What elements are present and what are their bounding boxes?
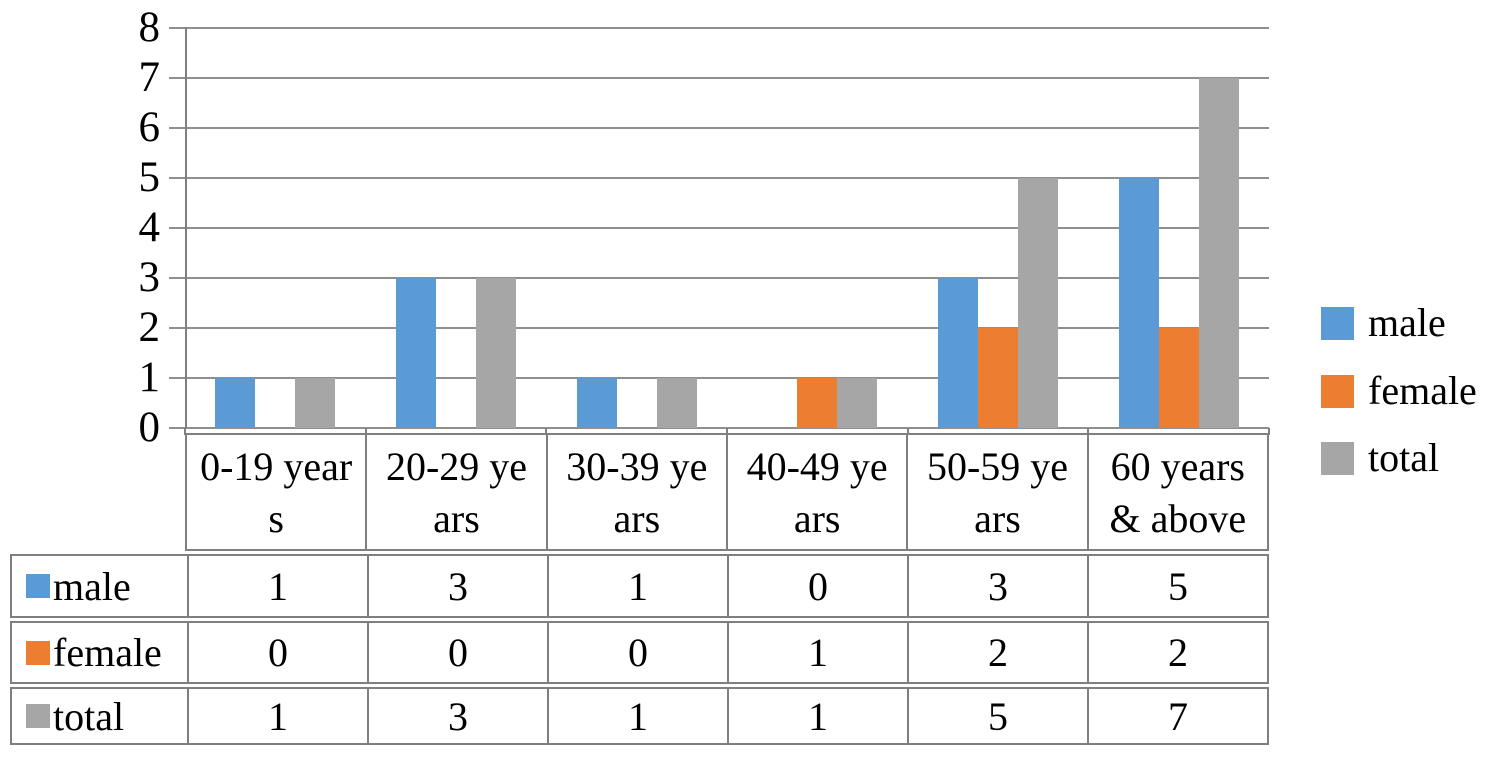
- bar-female-5: [1158, 328, 1199, 428]
- table-cell-male-0: 1: [187, 556, 367, 616]
- bar-male-0: [215, 378, 256, 428]
- legend-swatch-total: [1321, 441, 1354, 475]
- bar-total-2: [656, 378, 697, 428]
- x-axis-category-tick: [1087, 428, 1090, 435]
- table-cell-total-5: 7: [1087, 689, 1267, 743]
- bar-total-4: [1018, 178, 1059, 428]
- y-axis-line: [185, 27, 187, 429]
- y-axis-tick-label: 4: [138, 204, 161, 251]
- table-cell-female-5: 2: [1087, 623, 1267, 682]
- table-header-cell-4: 50-59 ye ars: [906, 435, 1086, 549]
- bar-male-4: [937, 278, 978, 428]
- x-axis-category-tick: [906, 428, 909, 435]
- bar-total-5: [1198, 78, 1239, 428]
- table-header-cell-3: 40-49 ye ars: [725, 435, 906, 549]
- table-cell-female-3: 1: [727, 623, 907, 682]
- legend-label-total: total: [1368, 435, 1440, 480]
- table-cell-male-1: 3: [367, 556, 547, 616]
- bar-total-1: [476, 278, 517, 428]
- gridline-y-8: [169, 27, 1269, 29]
- table-cell-female-1: 0: [367, 623, 547, 682]
- gridline-y-5: [169, 177, 1269, 179]
- y-axis-tick-label: 8: [138, 4, 161, 51]
- x-axis-category-tick: [1268, 428, 1270, 435]
- gridline-y-0: [169, 427, 1269, 429]
- bar-total-3: [837, 378, 878, 428]
- legend-swatch-female: [1321, 374, 1354, 408]
- table-cell-male-5: 5: [1087, 556, 1267, 616]
- table-row-label-male: male: [12, 556, 187, 616]
- table-row-total: total 1 3 1 1 5 7: [10, 687, 1269, 745]
- table-header-cell-2: 30-39 ye ars: [545, 435, 726, 549]
- legend-label-male: male: [1368, 300, 1446, 345]
- table-header-cell-1: 20-29 ye ars: [365, 435, 545, 549]
- table-header-cell-0: 0-19 year s: [200, 444, 353, 541]
- bar-female-4: [977, 328, 1019, 428]
- table-row-label-text: total: [53, 693, 125, 739]
- table-cell-total-0: 1: [187, 689, 367, 743]
- table-cell-male-2: 1: [547, 556, 727, 616]
- y-axis-tick-label: 6: [138, 104, 161, 151]
- series-key-icon-male: [26, 574, 50, 598]
- table-cell-male-4: 3: [907, 556, 1087, 616]
- gridline-y-7: [169, 77, 1269, 79]
- series-key-icon-total: [26, 704, 50, 728]
- gridline-y-1: [169, 377, 1269, 379]
- bar-male-5: [1118, 178, 1159, 428]
- table-cell-male-3: 0: [727, 556, 907, 616]
- x-axis-category-tick: [545, 428, 548, 435]
- y-axis-tick-label: 3: [138, 254, 161, 301]
- table-row-label-text: female: [53, 630, 162, 675]
- table-row-male: male 1 3 1 0 3 5: [10, 554, 1269, 618]
- gridline-y-3: [169, 277, 1269, 279]
- table-cell-total-4: 5: [907, 689, 1087, 743]
- x-axis-category-tick: [184, 428, 186, 435]
- legend-item-female: female: [1321, 371, 1477, 411]
- table-row-female: female 0 0 0 1 2 2: [10, 621, 1269, 684]
- table-cell-female-2: 0: [547, 623, 727, 682]
- gridline-y-2: [169, 327, 1269, 329]
- legend-item-male: male: [1321, 303, 1446, 343]
- table-cell-female-0: 0: [187, 623, 367, 682]
- table-cell-female-4: 2: [907, 623, 1087, 682]
- bar-male-2: [576, 378, 617, 428]
- gridline-y-4: [169, 227, 1269, 229]
- table-row-label-female: female: [12, 623, 187, 682]
- bar-total-0: [295, 378, 336, 428]
- legend-swatch-male: [1321, 306, 1354, 340]
- table-cell-total-3: 1: [727, 689, 907, 743]
- series-key-icon-female: [26, 640, 50, 665]
- bar-female-3: [797, 378, 838, 428]
- legend-item-total: total: [1321, 438, 1439, 478]
- x-axis-category-tick: [364, 428, 367, 435]
- table-row-label-text: male: [53, 563, 131, 609]
- y-axis-tick-label: 1: [138, 354, 161, 401]
- y-axis-tick-label: 5: [138, 154, 161, 201]
- table-header-row: 0-19 year s 20-29 ye ars 30-39 ye ars 40-49…: [185, 433, 1269, 551]
- table-header-cell-5: 60 years & above: [1086, 435, 1267, 549]
- legend-label-female: female: [1368, 368, 1477, 413]
- x-axis-category-tick: [726, 428, 728, 435]
- y-axis-tick-label: 7: [138, 54, 161, 101]
- gridline-y-6: [169, 127, 1269, 129]
- table-cell-total-2: 1: [547, 689, 727, 743]
- table-cell-total-1: 3: [367, 689, 547, 743]
- y-axis-tick-label: 0: [138, 404, 161, 451]
- y-axis-tick-label: 2: [138, 304, 161, 351]
- bar-male-1: [395, 278, 436, 428]
- table-row-label-total: total: [12, 689, 187, 743]
